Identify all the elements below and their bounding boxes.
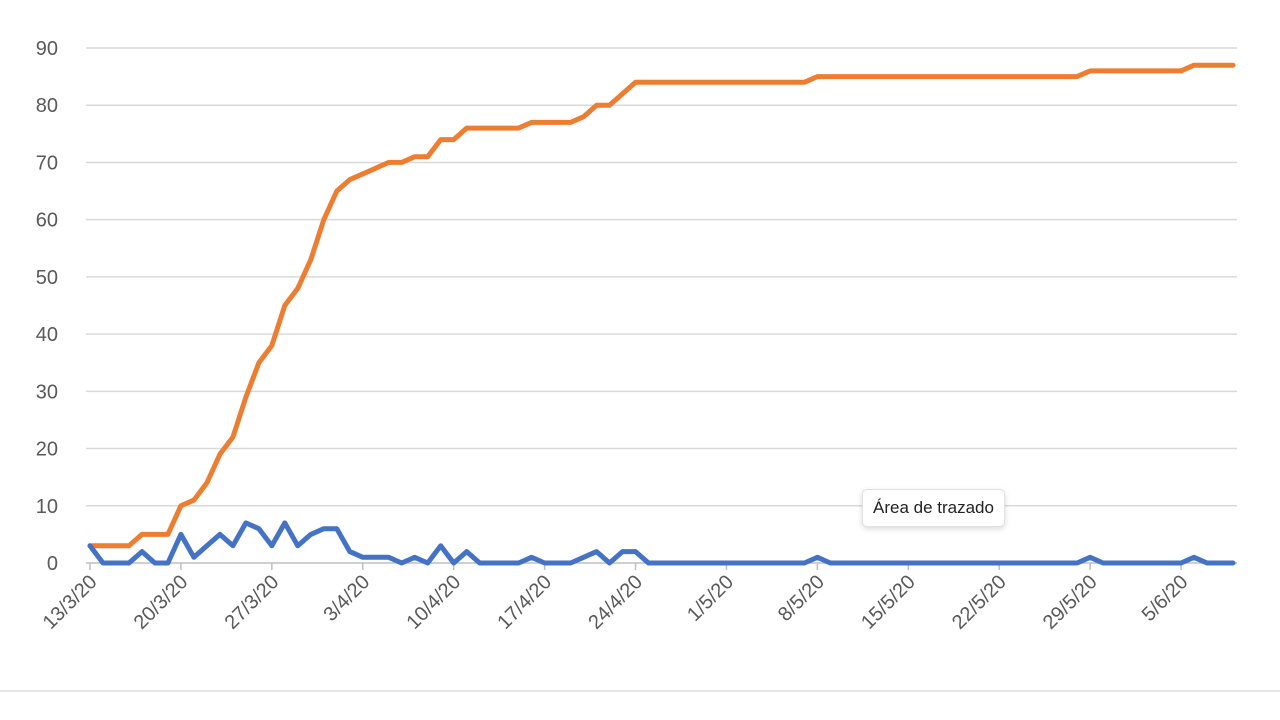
y-tick-label: 20 xyxy=(36,439,58,461)
x-tick-label: 3/4/20 xyxy=(319,571,374,626)
y-tick-label: 90 xyxy=(36,38,58,60)
series-line-2 xyxy=(87,520,1236,566)
x-tick-label: 8/5/20 xyxy=(774,571,829,626)
series-line-1 xyxy=(87,62,1236,549)
y-tick-label: 50 xyxy=(36,267,58,289)
x-tick-label: 20/3/20 xyxy=(130,571,193,634)
y-tick-label: 80 xyxy=(36,95,58,117)
y-tick-label: 10 xyxy=(36,496,58,518)
gridlines xyxy=(86,47,1237,564)
y-tick-label: 70 xyxy=(36,152,58,174)
x-tick-label: 22/5/20 xyxy=(948,571,1011,634)
x-tick-label: 5/6/20 xyxy=(1138,571,1193,626)
y-tick-label: 40 xyxy=(36,324,58,346)
x-tick-label: 29/5/20 xyxy=(1039,571,1102,634)
x-tick-label: 17/4/20 xyxy=(493,571,556,634)
x-tick-label: 24/4/20 xyxy=(584,571,647,634)
x-tick-label: 1/5/20 xyxy=(683,571,738,626)
y-tick-label: 30 xyxy=(36,381,58,403)
x-axis-ticks: 13/3/20 20/3/20 27/3/20 3/4/20 10/4/20 17/4/2… xyxy=(39,563,1193,634)
y-tick-label: 60 xyxy=(36,210,58,232)
y-tick-label: 0 xyxy=(47,553,58,575)
x-tick-label: 10/4/20 xyxy=(402,571,465,634)
x-tick-label: 15/5/20 xyxy=(857,571,920,634)
y-axis-ticks: 0 10 20 30 40 50 60 70 80 90 xyxy=(36,38,58,575)
x-tick-label: 27/3/20 xyxy=(221,571,284,634)
plot-area-tooltip: Área de trazado xyxy=(862,489,1005,527)
chart-frame-bottom xyxy=(0,690,1280,692)
x-tick-label: 13/3/20 xyxy=(39,571,102,634)
series-lines xyxy=(87,62,1236,566)
